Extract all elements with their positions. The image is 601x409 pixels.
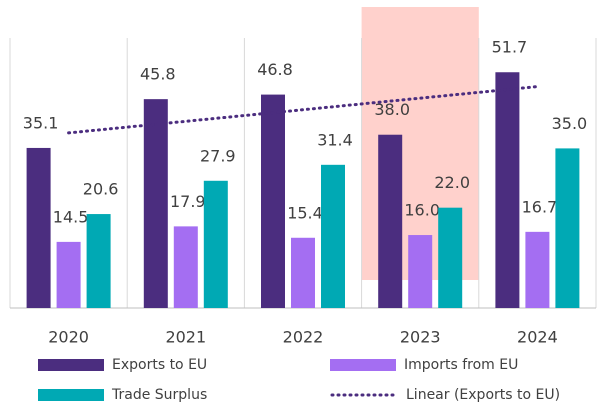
legend-label: Trade Surplus	[111, 387, 207, 403]
data-label: 20.6	[83, 180, 119, 199]
bar	[56, 241, 81, 308]
data-label: 17.9	[170, 192, 206, 211]
bar	[495, 72, 520, 308]
bar	[291, 237, 315, 308]
x-tick-label: 2023	[400, 328, 441, 347]
legend-label: Linear (Exports to EU)	[406, 387, 560, 403]
legend-label: Imports from EU	[404, 357, 518, 373]
data-label: 16.0	[404, 201, 440, 220]
data-label: 31.4	[317, 130, 353, 149]
data-label: 35.1	[23, 113, 59, 132]
bar	[86, 214, 111, 308]
data-label: 46.8	[257, 60, 293, 79]
data-label: 22.0	[434, 173, 470, 192]
legend-swatch	[330, 359, 396, 371]
bar	[143, 99, 168, 308]
data-label: 45.8	[140, 65, 176, 84]
bar	[378, 134, 403, 308]
x-tick-label: 2024	[517, 328, 558, 347]
data-label: 27.9	[200, 146, 236, 165]
data-label: 15.4	[287, 203, 323, 222]
trendline	[67, 85, 539, 135]
data-label: 16.7	[522, 197, 558, 216]
bar	[438, 207, 463, 308]
bar	[173, 226, 198, 308]
x-tick-label: 2020	[48, 328, 89, 347]
legend-swatch	[38, 359, 104, 371]
x-tick-label: 2022	[283, 328, 324, 347]
x-tick-label: 2021	[165, 328, 206, 347]
bar	[203, 180, 228, 308]
bar	[321, 164, 345, 308]
bar	[261, 94, 285, 308]
data-label: 35.0	[552, 114, 588, 133]
bar	[26, 147, 51, 308]
bar	[408, 235, 433, 308]
data-label: 14.5	[53, 207, 89, 226]
legend-swatch	[38, 389, 104, 401]
bar	[525, 231, 550, 308]
data-label: 51.7	[492, 38, 528, 57]
legend-label: Exports to EU	[112, 357, 207, 373]
bar	[555, 148, 580, 308]
data-label: 38.0	[374, 100, 410, 119]
